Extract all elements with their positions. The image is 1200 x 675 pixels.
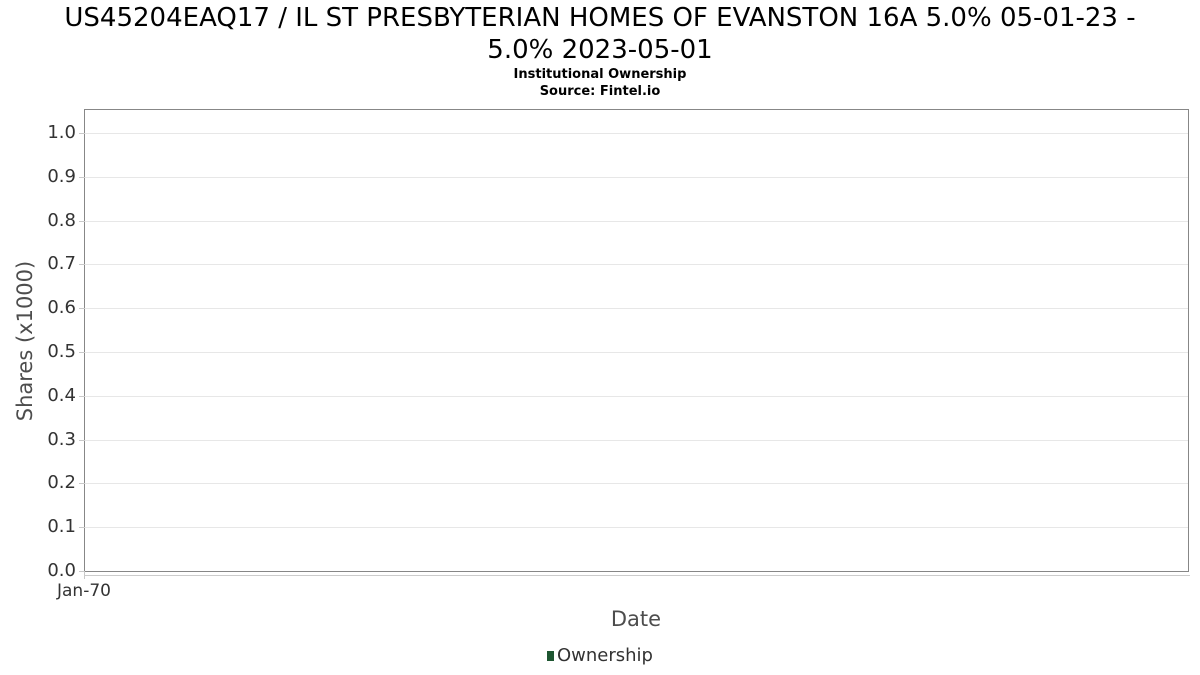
y-tick-mark	[79, 308, 85, 310]
y-tick-mark	[79, 264, 85, 266]
gridline	[85, 352, 1188, 353]
y-tick-mark	[79, 220, 85, 222]
gridline	[85, 264, 1188, 266]
gridline	[85, 308, 1188, 310]
y-tick-mark	[79, 527, 85, 529]
y-tick-label: 1.0	[47, 122, 76, 143]
gridline	[85, 133, 1188, 134]
y-tick-mark	[79, 439, 85, 441]
y-tick-label: 0.8	[47, 209, 76, 231]
y-tick-label: 0.0	[47, 560, 76, 581]
y-tick-label: 0.7	[47, 253, 76, 275]
y-tick-label: 0.2	[47, 472, 76, 494]
y-tick-mark	[79, 176, 85, 178]
y-tick-label: 0.5	[47, 341, 76, 362]
legend-item-ownership[interactable]: Ownership	[547, 645, 653, 666]
chart-title: US45204EAQ17 / IL ST PRESBYTERIAN HOMES …	[0, 2, 1200, 66]
chart-source: Source: Fintel.io	[539, 84, 661, 99]
legend: Ownership	[0, 645, 1200, 666]
chart-subtitle: Institutional Ownership	[513, 67, 687, 82]
y-tick-label: 0.3	[47, 428, 76, 450]
gridline	[85, 483, 1188, 485]
legend-label: Ownership	[557, 645, 653, 666]
y-tick-mark	[79, 483, 85, 485]
x-axis-line	[84, 575, 1190, 576]
y-tick-label: 0.4	[47, 384, 76, 406]
chart-title-line-1: US45204EAQ17 / IL ST PRESBYTERIAN HOMES …	[64, 3, 1136, 33]
gridline	[85, 395, 1188, 397]
y-tick-mark	[79, 395, 85, 397]
x-tick-mark	[84, 572, 85, 579]
x-axis-title: Date	[610, 607, 662, 631]
y-tick-label: 0.1	[47, 516, 76, 538]
gridline	[85, 220, 1188, 222]
y-tick-label: 0.9	[47, 165, 76, 187]
y-tick-mark	[79, 571, 85, 572]
chart-title-line-2: 5.0% 2023-05-01	[487, 35, 713, 65]
y-tick-mark	[79, 133, 85, 134]
gridline	[85, 176, 1188, 178]
y-tick-label: 0.6	[47, 297, 76, 319]
gridline	[85, 439, 1188, 441]
plot-area	[84, 109, 1189, 572]
y-tick-mark	[79, 352, 85, 353]
legend-marker-square-icon	[547, 651, 554, 661]
x-tick-label: Jan-70	[57, 581, 111, 601]
gridline	[85, 527, 1188, 529]
